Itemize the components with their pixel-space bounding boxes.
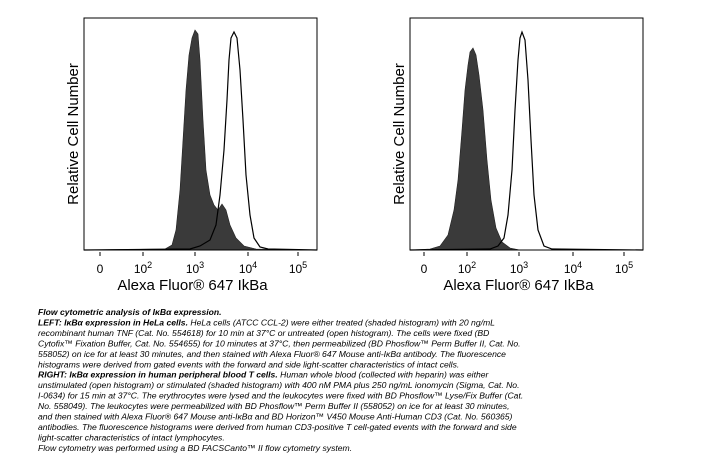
caption-text: Human whole blood (collected with hepari… bbox=[278, 370, 490, 380]
caption-line: histograms were derived from gated event… bbox=[38, 359, 459, 369]
tick-base: 0 bbox=[421, 262, 428, 276]
caption-line: LEFT: IκBα expression in HeLa cells. HeL… bbox=[38, 317, 495, 327]
caption: Flow cytometric analysis of IκBα express… bbox=[38, 307, 523, 453]
x-tick-label: 105 bbox=[615, 260, 633, 276]
caption-text: light-scatter characteristics of intact … bbox=[38, 432, 225, 442]
caption-line: Flow cytometric analysis of IκBα express… bbox=[38, 307, 222, 317]
caption-text: Cytofix™ Fixation Buffer, Cat. No. 55465… bbox=[38, 338, 521, 348]
caption-line: Flow cytometry was performed using a BD … bbox=[38, 443, 352, 453]
x-tick-label: 0 bbox=[421, 262, 428, 276]
tick-base: 10 bbox=[289, 262, 303, 276]
caption-line: No. 558049). The leukocytes were permeab… bbox=[38, 401, 509, 411]
caption-bold: RIGHT: IκBα expression in human peripher… bbox=[38, 370, 278, 380]
tick-base: 10 bbox=[458, 262, 472, 276]
caption-text: antibodies. The fluorescence histograms … bbox=[38, 422, 517, 432]
tick-exponent: 5 bbox=[628, 260, 633, 270]
x-axis-label: Alexa Fluor® 647 IkBa bbox=[443, 277, 594, 294]
open-histogram bbox=[409, 30, 644, 251]
caption-text: Flow cytometry was performed using a BD … bbox=[38, 443, 352, 453]
caption-text: HeLa cells (ATCC CCL-2) were either trea… bbox=[188, 317, 495, 327]
caption-text: 558052) on ice for at least 30 minutes, … bbox=[38, 349, 506, 359]
x-tick-label: 103 bbox=[186, 260, 204, 276]
caption-line: light-scatter characteristics of intact … bbox=[38, 432, 225, 442]
tick-exponent: 2 bbox=[147, 260, 152, 270]
caption-line: antibodies. The fluorescence histograms … bbox=[38, 422, 517, 432]
caption-text: and then stained with Alexa Fluor® 647 M… bbox=[38, 412, 513, 422]
x-tick-label: 0 bbox=[97, 262, 104, 276]
y-axis-label: Relative Cell Number bbox=[65, 63, 82, 205]
x-tick-label: 104 bbox=[239, 260, 257, 276]
x-tick-label: 103 bbox=[510, 260, 528, 276]
caption-text: unstimulated (open histogram) or stimula… bbox=[38, 380, 519, 390]
y-axis-label: Relative Cell Number bbox=[391, 63, 408, 205]
plot-frame bbox=[83, 17, 318, 251]
caption-line: and then stained with Alexa Fluor® 647 M… bbox=[38, 412, 513, 422]
caption-text: No. 558049). The leukocytes were permeab… bbox=[38, 401, 509, 411]
tick-exponent: 3 bbox=[199, 260, 204, 270]
tick-exponent: 5 bbox=[302, 260, 307, 270]
tick-exponent: 2 bbox=[471, 260, 476, 270]
caption-bold: Flow cytometric analysis of IκBα express… bbox=[38, 307, 222, 317]
caption-bold: LEFT: IκBα expression in HeLa cells. bbox=[38, 317, 188, 327]
tick-exponent: 3 bbox=[523, 260, 528, 270]
x-tick-label: 102 bbox=[134, 260, 152, 276]
caption-text: I-0634) for 15 min at 37°C. The erythroc… bbox=[38, 391, 523, 401]
tick-exponent: 4 bbox=[577, 260, 582, 270]
caption-line: Cytofix™ Fixation Buffer, Cat. No. 55465… bbox=[38, 338, 521, 348]
tick-exponent: 4 bbox=[252, 260, 257, 270]
caption-line: unstimulated (open histogram) or stimula… bbox=[38, 380, 519, 390]
caption-line: RIGHT: IκBα expression in human peripher… bbox=[38, 370, 490, 380]
plot-frame bbox=[409, 17, 644, 251]
tick-base: 0 bbox=[97, 262, 104, 276]
caption-line: I-0634) for 15 min at 37°C. The erythroc… bbox=[38, 391, 523, 401]
open-histogram bbox=[83, 30, 318, 251]
caption-text: recombinant human TNF (Cat. No. 554618) … bbox=[38, 328, 489, 338]
caption-line: 558052) on ice for at least 30 minutes, … bbox=[38, 349, 506, 359]
tick-base: 10 bbox=[134, 262, 148, 276]
shaded-histogram bbox=[409, 47, 643, 251]
tick-base: 10 bbox=[564, 262, 578, 276]
tick-base: 10 bbox=[510, 262, 524, 276]
x-tick-label: 105 bbox=[289, 260, 307, 276]
shaded-histogram bbox=[83, 29, 318, 251]
x-tick-label: 102 bbox=[458, 260, 476, 276]
tick-base: 10 bbox=[615, 262, 629, 276]
x-axis-label: Alexa Fluor® 647 IkBa bbox=[117, 277, 268, 294]
caption-line: recombinant human TNF (Cat. No. 554618) … bbox=[38, 328, 489, 338]
x-tick-label: 104 bbox=[564, 260, 582, 276]
tick-base: 10 bbox=[239, 262, 253, 276]
tick-base: 10 bbox=[186, 262, 200, 276]
caption-text: histograms were derived from gated event… bbox=[38, 359, 459, 369]
